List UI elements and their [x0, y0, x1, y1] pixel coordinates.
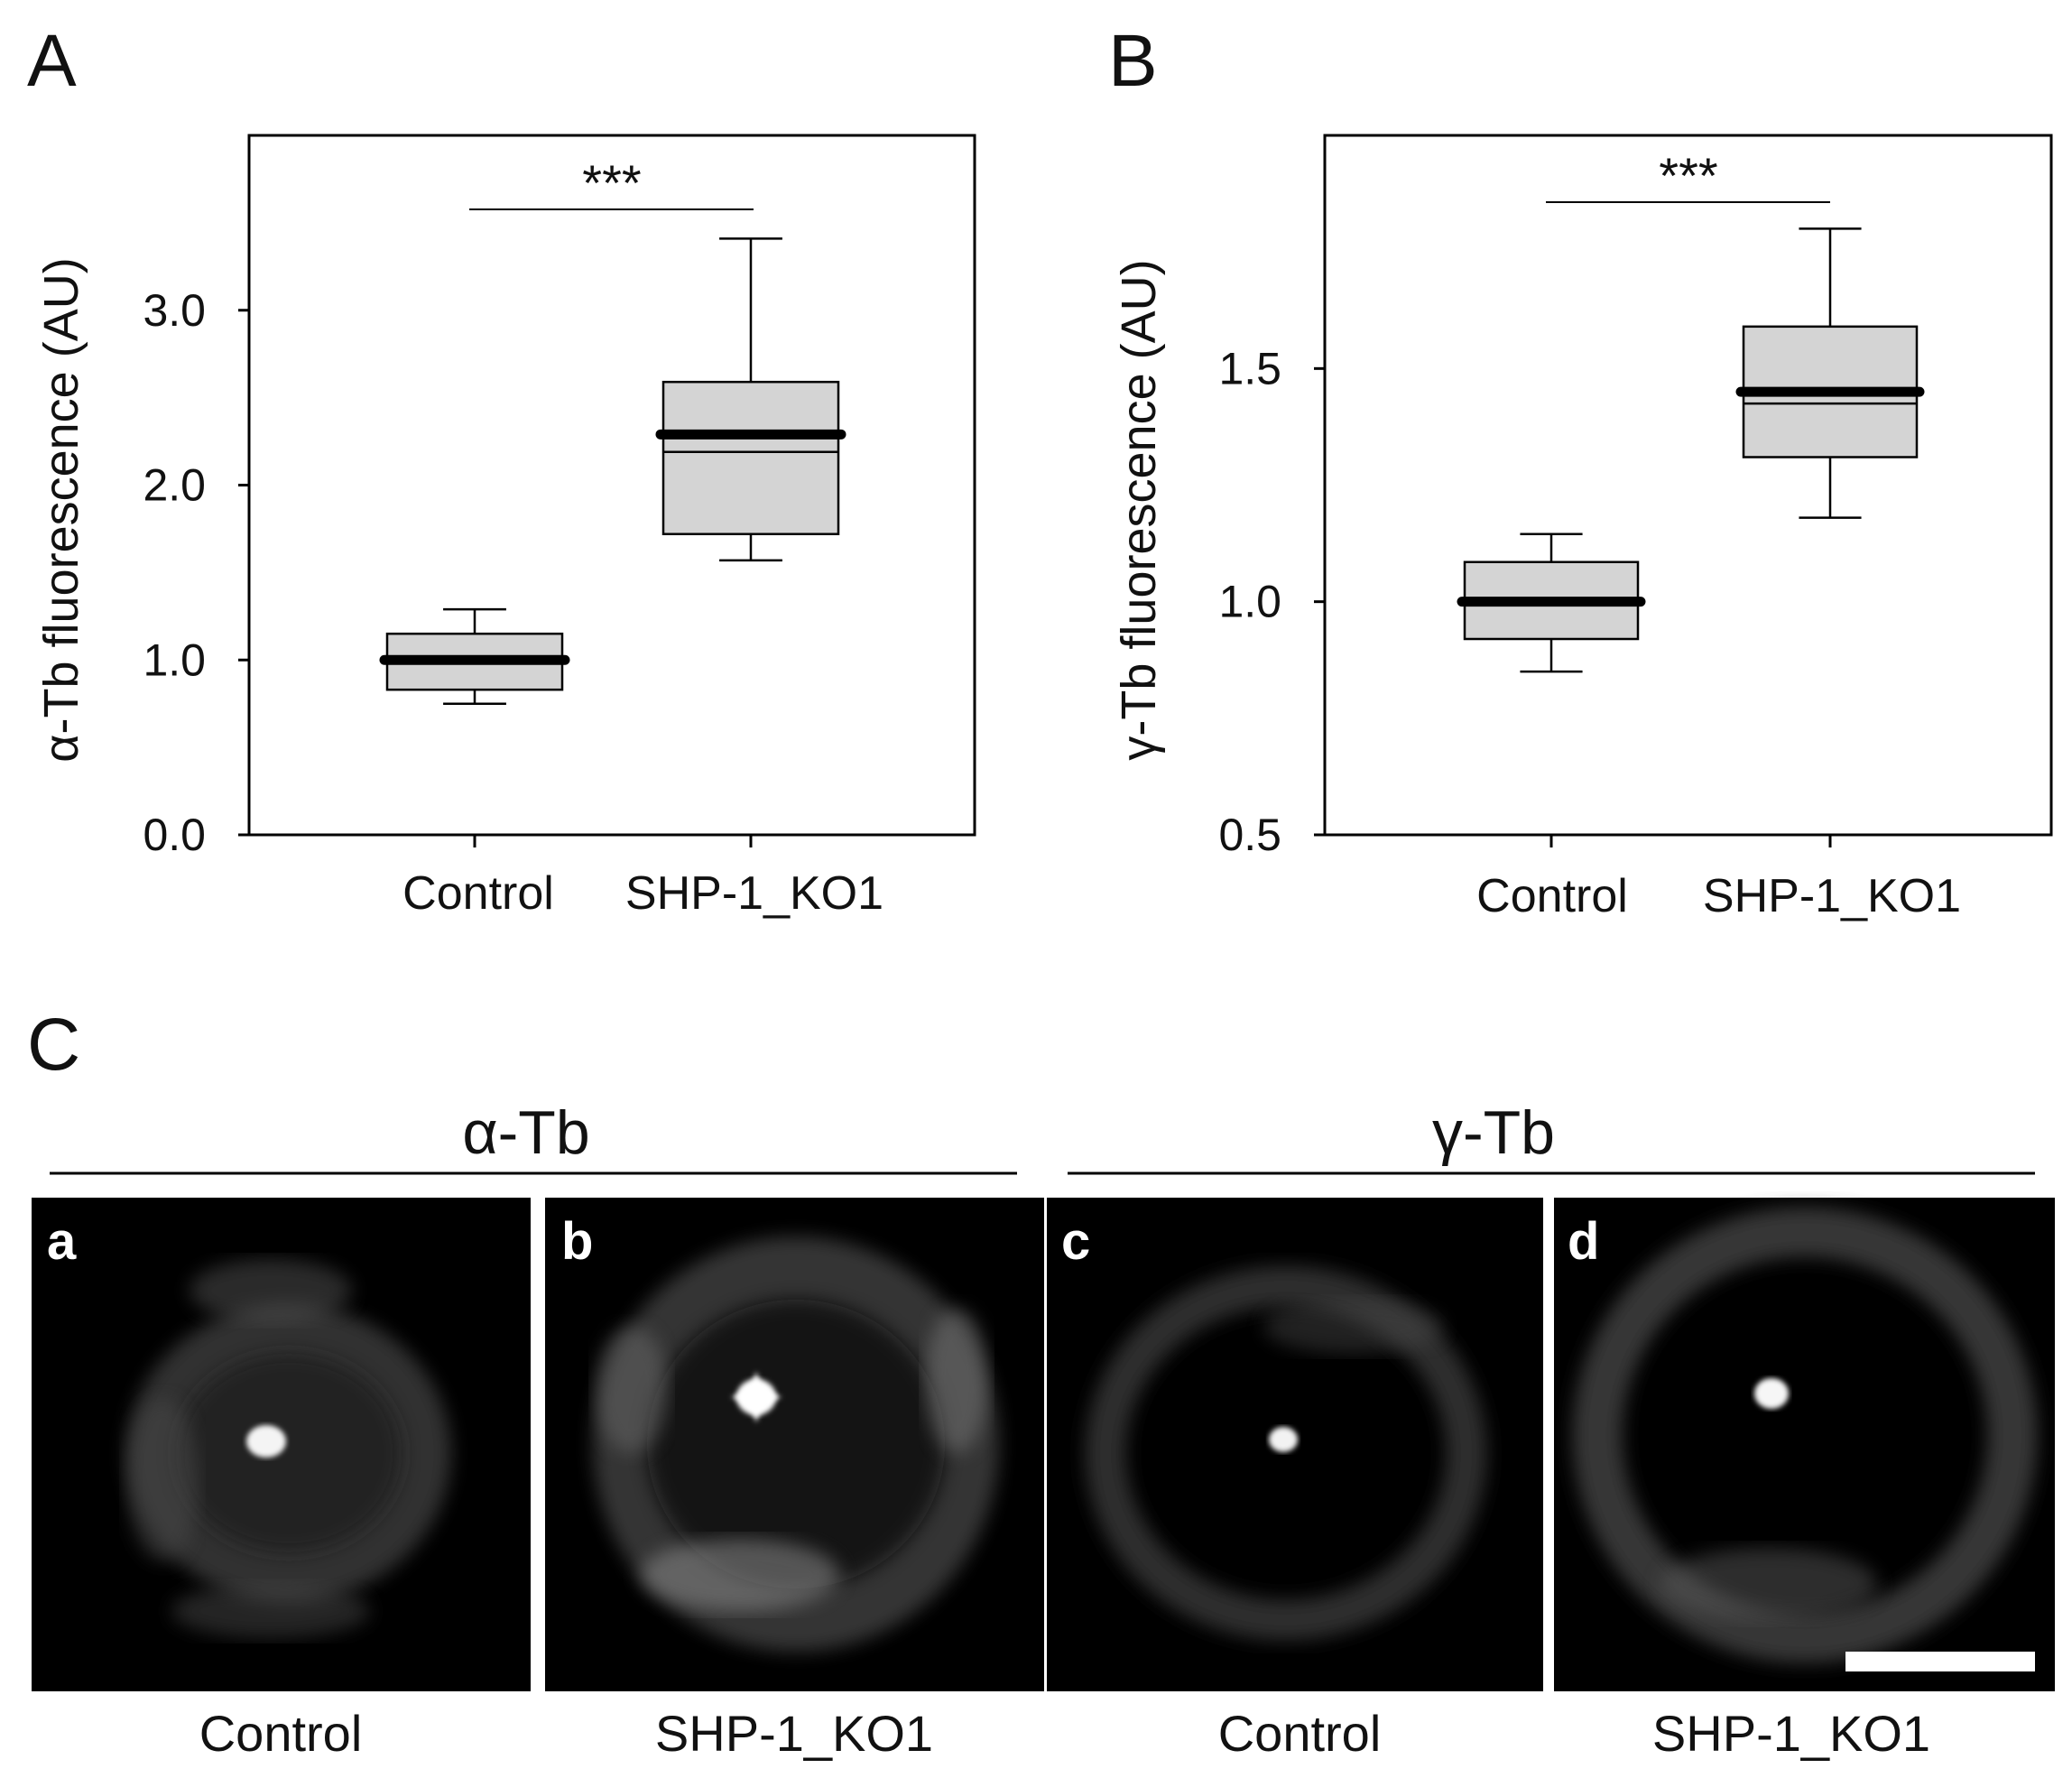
box-control [1457, 532, 1646, 673]
micrograph-caption-a: Control [199, 1705, 363, 1762]
y-tick-label: 1.0 [1218, 577, 1281, 627]
scale-bar [1845, 1652, 2035, 1671]
significance-label: *** [1659, 147, 1717, 204]
box-ko [1735, 227, 1925, 519]
micrograph-caption-b: SHP-1_KO1 [655, 1705, 933, 1762]
micrograph-caption-d: SHP-1_KO1 [1652, 1705, 1930, 1762]
panel-letter-a: A [27, 20, 77, 102]
micrograph-letter: a [47, 1212, 77, 1271]
cell-image [1572, 1207, 2038, 1663]
x-category-label-ko: SHP-1_KO1 [1703, 870, 1961, 922]
y-tick-label: 1.5 [1218, 343, 1281, 394]
cell-image [593, 1236, 999, 1652]
box-iqr [661, 380, 840, 535]
y-tick-label: 0.0 [143, 810, 206, 860]
y-tick-label: 3.0 [143, 285, 206, 336]
micrograph-caption-c: Control [1218, 1705, 1382, 1762]
box-control [379, 607, 570, 705]
x-category-label-control: Control [1476, 870, 1628, 922]
panel-letter-b: B [1108, 20, 1158, 102]
significance-label: *** [582, 154, 641, 211]
plot-frame [247, 134, 976, 837]
y-tick-label: 0.5 [1218, 810, 1281, 860]
panel-letter-c: C [27, 1004, 80, 1086]
y-axis-title: γ-Tb fluorescence (AU) [1112, 259, 1166, 760]
micrograph-b: b [545, 1198, 1044, 1691]
x-category-label-ko: SHP-1_KO1 [625, 867, 883, 920]
micrograph-letter: b [561, 1212, 593, 1271]
y-axis-title: α-Tb fluorescence (AU) [34, 257, 88, 762]
condition-label-gamma: γ-Tb [1432, 1098, 1555, 1167]
box-ko [655, 237, 846, 562]
x-category-label-control: Control [402, 867, 554, 920]
micrograph-letter: c [1061, 1212, 1090, 1271]
y-tick-label: 1.0 [143, 634, 206, 685]
cell-image [1085, 1265, 1487, 1641]
micrograph-a: a [32, 1198, 531, 1691]
plot-frame [1323, 134, 2053, 837]
cell-image [126, 1259, 451, 1638]
condition-label-alpha: α-Tb [462, 1098, 589, 1167]
panel-c: C α-Tb γ-Tb a Control [27, 1004, 2055, 1762]
micrograph-d: d [1554, 1198, 2055, 1691]
y-tick-label: 2.0 [143, 460, 206, 511]
chart-b: B 0.5 1.0 1.5 *** Control SHP-1_KO1 γ-Tb f… [1108, 20, 2053, 922]
micrograph-letter: d [1568, 1212, 1599, 1271]
chart-a: A 0.0 1.0 2.0 3.0 *** Control SHP-1_KO1 α-T… [27, 20, 976, 920]
micrograph-c: c [1047, 1198, 1543, 1691]
